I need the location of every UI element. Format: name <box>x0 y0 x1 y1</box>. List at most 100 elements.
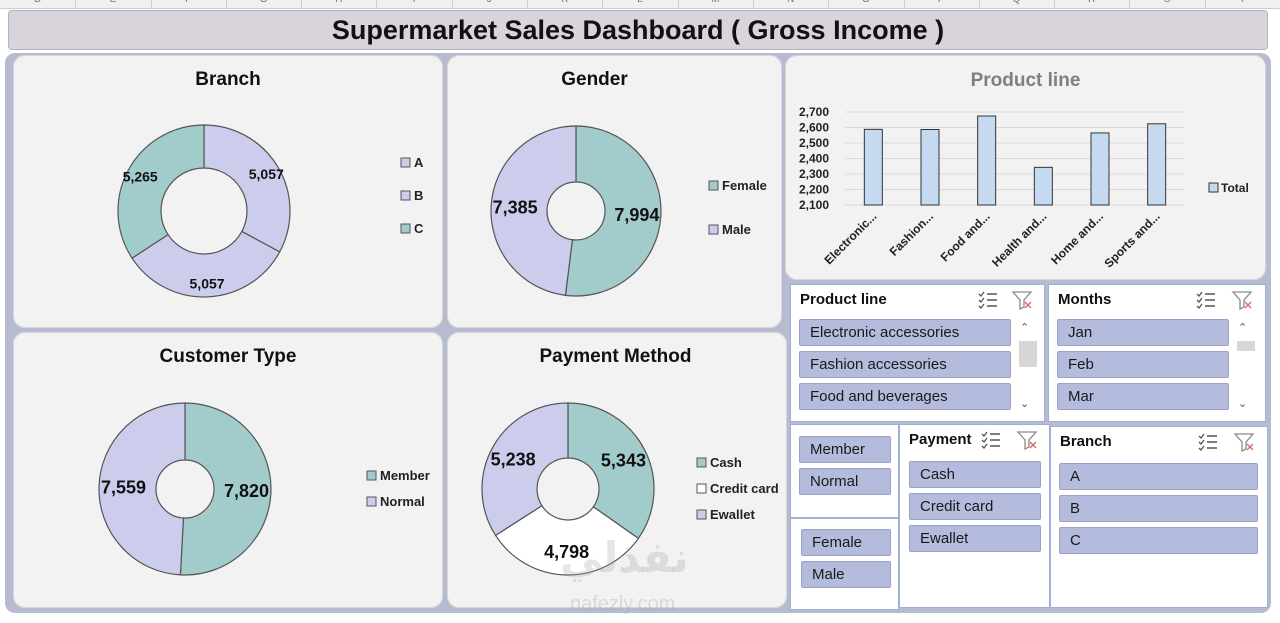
donut-slice-c[interactable] <box>117 124 205 259</box>
slicer-item-member[interactable]: Member <box>799 436 891 463</box>
column-header-t[interactable]: T <box>1232 0 1252 5</box>
column-header-h[interactable]: H <box>329 0 349 5</box>
scroll-up-icon[interactable]: ⌃ <box>1020 322 1030 334</box>
spreadsheet-column-headers: D E F G H I J K L M N O P Q R S T <box>0 0 1280 9</box>
column-header-e[interactable]: E <box>103 0 123 5</box>
slicer-item-jan[interactable]: Jan <box>1057 319 1229 346</box>
donut-slice-credit-card[interactable] <box>494 504 640 576</box>
slicer-item-fashion-accessories[interactable]: Fashion accessories <box>799 351 1011 378</box>
clear-filter-icon[interactable] <box>1011 290 1033 310</box>
slicer-item-food-and-beverages[interactable]: Food and beverages <box>799 383 1011 410</box>
column-header-m[interactable]: M <box>705 0 725 5</box>
column-header-n[interactable]: N <box>781 0 801 5</box>
donut-slice-normal[interactable] <box>98 402 186 576</box>
slicer-item-credit-card[interactable]: Credit card <box>909 493 1041 520</box>
slicer-item-electronic-accessories[interactable]: Electronic accessories <box>799 319 1011 346</box>
column-header-s[interactable]: S <box>1157 0 1177 5</box>
dashboard-title-bar: Supermarket Sales Dashboard ( Gross Inco… <box>8 10 1268 50</box>
column-header-g[interactable]: G <box>254 0 274 5</box>
months-slicer-scrollbar[interactable]: ⌃ ⌄ <box>1235 319 1255 415</box>
gender-chart-panel[interactable]: Gender 7,994 7,385 Female Male <box>447 55 782 328</box>
legend-swatch <box>696 483 707 494</box>
product-line-slicer-scrollbar[interactable]: ⌃ ⌄ <box>1017 319 1037 415</box>
payment-slicer[interactable]: Payment Cash Credit card Ewallet <box>899 424 1050 608</box>
bar-0[interactable] <box>863 128 883 206</box>
bar-2[interactable] <box>977 115 997 206</box>
donut-data-label: 5,057 <box>190 275 225 291</box>
legend-swatch <box>708 180 719 191</box>
slicer-item-mar[interactable]: Mar <box>1057 383 1229 410</box>
donut-slice-cash[interactable] <box>567 402 655 540</box>
scroll-up-icon[interactable]: ⌃ <box>1238 322 1248 334</box>
legend-label: Ewallet <box>710 507 755 522</box>
legend-swatch <box>708 224 719 235</box>
slicer-item-branch-c[interactable]: C <box>1059 527 1258 554</box>
column-header-q[interactable]: Q <box>1006 0 1026 5</box>
payment-method-chart-panel[interactable]: Payment Method 5,343 4,798 5,238 Cash Credit… <box>447 332 787 608</box>
multi-select-icon[interactable] <box>977 290 999 310</box>
bar-1[interactable] <box>920 129 940 206</box>
donut-data-label: 5,343 <box>601 450 646 470</box>
scroll-down-icon[interactable]: ⌄ <box>1020 398 1030 410</box>
bar-5[interactable] <box>1147 123 1167 206</box>
column-header-p[interactable]: P <box>931 0 951 5</box>
legend-label: B <box>414 188 423 203</box>
slicer-item-cash[interactable]: Cash <box>909 461 1041 488</box>
column-header-l[interactable]: L <box>630 0 650 5</box>
column-divider <box>150 0 152 8</box>
dashboard-title: Supermarket Sales Dashboard ( Gross Inco… <box>331 15 945 45</box>
branch-donut-chart[interactable]: 5,057 5,057 5,265 A B C <box>13 55 443 328</box>
column-divider <box>1054 0 1056 8</box>
branch-chart-panel[interactable]: Branch 5,057 5,057 5,265 A B C <box>13 55 443 328</box>
column-divider <box>602 0 604 8</box>
multi-select-icon[interactable] <box>1197 432 1219 452</box>
y-tick-label: 2,300 <box>799 167 829 181</box>
donut-slice-female[interactable] <box>564 125 662 297</box>
donut-slice-ewallet[interactable] <box>481 402 569 537</box>
column-header-f[interactable]: F <box>178 0 198 5</box>
slicer-item-feb[interactable]: Feb <box>1057 351 1229 378</box>
scroll-thumb[interactable] <box>1237 341 1255 351</box>
slicer-item-branch-b[interactable]: B <box>1059 495 1258 522</box>
donut-slice-b[interactable] <box>131 230 281 298</box>
column-header-k[interactable]: K <box>555 0 575 5</box>
y-tick-label: 2,500 <box>799 136 829 150</box>
multi-select-icon[interactable] <box>980 430 1002 450</box>
watermark-latin: nafezly.com <box>570 593 676 615</box>
bar-4[interactable] <box>1090 132 1110 206</box>
slicer-item-ewallet[interactable]: Ewallet <box>909 525 1041 552</box>
clear-filter-icon[interactable] <box>1016 430 1038 450</box>
column-divider <box>978 0 980 8</box>
gender-slicer[interactable]: Female Male <box>790 518 899 610</box>
legend-swatch <box>366 496 377 507</box>
slicer-item-normal[interactable]: Normal <box>799 468 891 495</box>
donut-slice-member[interactable] <box>179 402 272 576</box>
bar-3[interactable] <box>1033 166 1053 206</box>
column-header-i[interactable]: I <box>404 0 424 5</box>
gender-chart-title: Gender <box>561 69 628 90</box>
slicer-item-branch-a[interactable]: A <box>1059 463 1258 490</box>
branch-slicer[interactable]: Branch A B C <box>1050 426 1268 608</box>
column-header-d[interactable]: D <box>28 0 48 5</box>
customer-type-chart-panel[interactable]: Customer Type 7,820 7,559 Member Normal <box>13 332 443 608</box>
slicer-item-male[interactable]: Male <box>801 561 891 588</box>
column-header-j[interactable]: J <box>479 0 499 5</box>
gender-donut-chart[interactable]: 7,994 7,385 Female Male <box>447 55 782 328</box>
clear-filter-icon[interactable] <box>1231 290 1253 310</box>
product-line-chart-panel[interactable]: Product line 2,100 2,200 2,300 2,400 2,500 2,… <box>785 55 1266 280</box>
clear-filter-icon[interactable] <box>1233 432 1255 452</box>
multi-select-icon[interactable] <box>1195 290 1217 310</box>
customer-type-donut-chart[interactable]: 7,820 7,559 Member Normal <box>13 332 443 608</box>
slicer-item-female[interactable]: Female <box>801 529 891 556</box>
months-slicer[interactable]: Months Jan Feb Mar ⌃ ⌄ <box>1048 284 1266 422</box>
donut-slice-male[interactable] <box>490 125 577 297</box>
column-header-r[interactable]: R <box>1082 0 1102 5</box>
column-header-o[interactable]: O <box>856 0 876 5</box>
product-line-slicer[interactable]: Product line Electronic accessories Fash… <box>790 284 1045 422</box>
scroll-thumb[interactable] <box>1019 341 1037 367</box>
payment-method-donut-chart[interactable]: 5,343 4,798 5,238 Cash Credit card Ewallet <box>447 332 787 608</box>
scroll-down-icon[interactable]: ⌄ <box>1238 398 1248 410</box>
donut-slice-a[interactable] <box>203 124 291 253</box>
customer-type-slicer[interactable]: Member Normal <box>790 424 899 518</box>
